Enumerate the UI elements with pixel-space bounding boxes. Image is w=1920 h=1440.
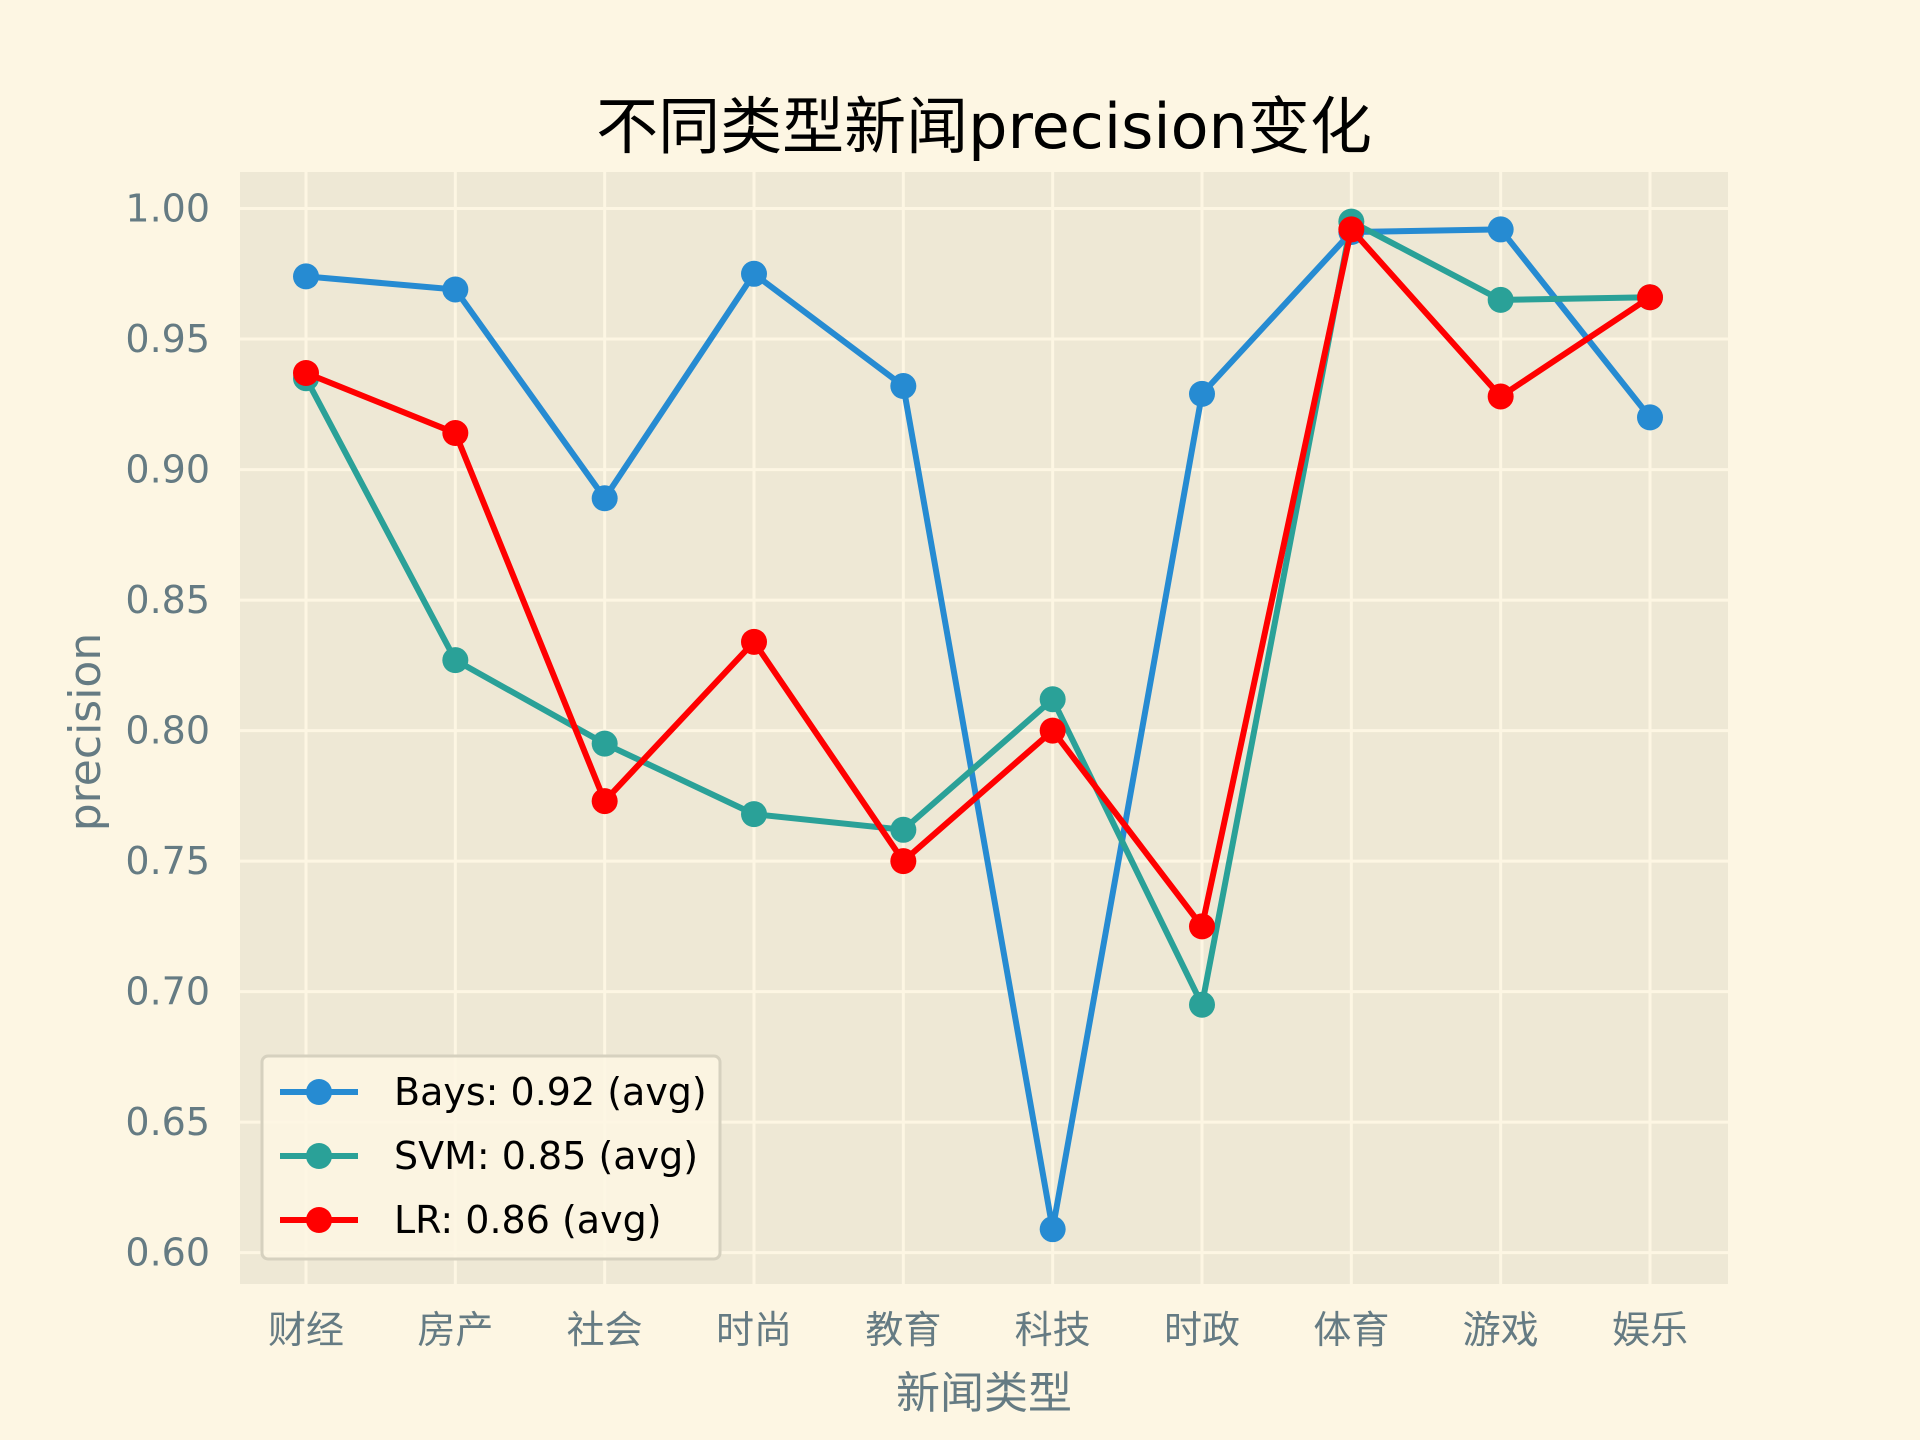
legend: Bays: 0.92 (avg) SVM: 0.85 (avg) LR: 0.86 … (260, 1054, 722, 1261)
y-tick-label: 0.70 (125, 970, 210, 1014)
data-point (1039, 717, 1066, 744)
data-point (890, 373, 917, 400)
legend-marker (306, 1143, 332, 1169)
x-tick-label: 时政 (1164, 1308, 1240, 1352)
data-point (293, 263, 319, 290)
y-tick-label: 0.85 (125, 578, 210, 622)
legend-marker (306, 1207, 332, 1233)
data-point (890, 848, 917, 875)
data-point (1189, 380, 1215, 407)
legend-label: LR: 0.86 (avg) (394, 1198, 662, 1242)
series-line (303, 218, 1651, 1008)
legend-label: Bays: 0.92 (avg) (394, 1070, 707, 1114)
x-tick-label: 体育 (1313, 1308, 1389, 1352)
data-point (1637, 404, 1663, 431)
series-layer (293, 208, 1663, 1243)
y-tick-label: 0.65 (125, 1100, 210, 1144)
data-point (1189, 991, 1215, 1018)
data-point (890, 816, 917, 843)
series-2 (293, 216, 1663, 940)
data-point (293, 359, 319, 386)
legend-marker (306, 1079, 332, 1105)
data-point (591, 730, 618, 757)
x-tick-label: 社会 (567, 1308, 643, 1352)
y-tick-label: 0.95 (125, 317, 210, 361)
x-tick-labels: 财经 房产 社会 时尚 教育 科技 时政 体育 游戏 娱乐 (268, 1308, 1688, 1352)
data-point (591, 485, 618, 512)
data-point (741, 628, 767, 655)
x-tick-label: 教育 (865, 1308, 941, 1352)
x-axis-label: 新闻类型 (896, 1368, 1072, 1419)
y-tick-label: 0.75 (125, 839, 210, 883)
data-point (1637, 284, 1663, 311)
x-tick-label: 娱乐 (1612, 1308, 1688, 1352)
x-tick-label: 财经 (268, 1308, 344, 1352)
data-point (1487, 383, 1514, 410)
x-tick-label: 游戏 (1463, 1308, 1539, 1352)
x-tick-label: 科技 (1015, 1308, 1091, 1352)
data-point (1039, 686, 1066, 713)
y-tick-label: 0.90 (125, 448, 210, 492)
y-tick-label: 0.60 (125, 1231, 210, 1275)
data-point (1189, 913, 1215, 940)
data-point (1338, 216, 1365, 243)
data-point (741, 801, 767, 828)
y-axis-label: precision (60, 633, 111, 832)
data-point (442, 647, 469, 674)
y-tick-label: 1.00 (125, 187, 210, 231)
data-point (1487, 286, 1514, 313)
y-tick-labels: 0.60 0.65 0.70 0.75 0.80 0.85 0.90 0.95 1.00 (125, 187, 210, 1275)
data-point (741, 260, 767, 287)
legend-box (260, 1054, 722, 1261)
data-point (1039, 1216, 1066, 1243)
y-tick-label: 0.80 (125, 709, 210, 753)
x-tick-label: 时尚 (716, 1308, 792, 1352)
x-tick-label: 房产 (417, 1308, 493, 1352)
chart-title: 不同类型新闻precision变化 (596, 90, 1372, 163)
data-point (442, 276, 469, 303)
data-point (591, 788, 618, 815)
series-line (305, 226, 1653, 1233)
series-line (304, 226, 1652, 930)
grid-lines (240, 172, 1728, 1284)
data-point (1487, 216, 1514, 243)
data-point (442, 420, 469, 447)
legend-label: SVM: 0.85 (avg) (394, 1134, 698, 1178)
